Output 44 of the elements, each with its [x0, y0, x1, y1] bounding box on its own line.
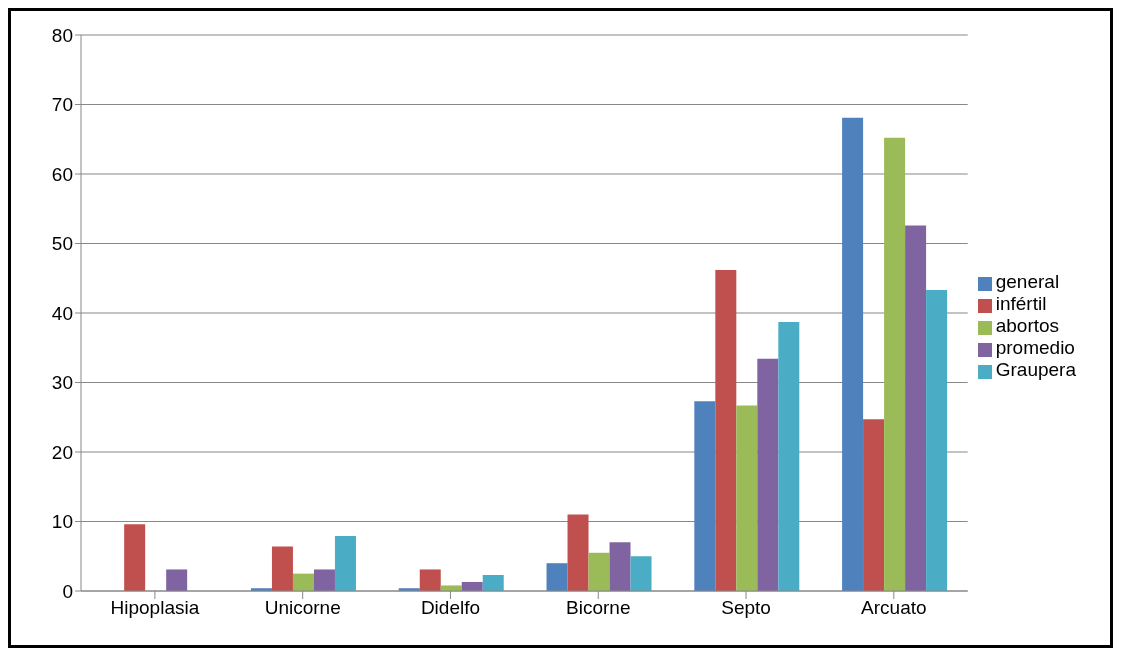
bar: [757, 358, 779, 591]
bar: [419, 569, 441, 591]
bar: [905, 225, 927, 591]
bar: [292, 573, 314, 591]
x-tick-label: Septo: [721, 597, 771, 619]
x-tick-label: Arcuato: [861, 597, 927, 619]
bar: [842, 117, 864, 591]
bar: [609, 542, 631, 591]
x-tick-label: Unicorne: [264, 597, 341, 619]
bar: [482, 575, 504, 591]
legend-label: Graupera: [995, 359, 1076, 380]
y-tick-label: 10: [51, 511, 73, 533]
bar: [271, 546, 293, 591]
bar: [440, 585, 462, 591]
bar: [124, 524, 146, 591]
bar: [630, 556, 652, 591]
bar: [884, 137, 906, 591]
bar: [778, 322, 800, 591]
y-tick-label: 60: [51, 163, 73, 185]
x-tick-label: Hipoplasia: [110, 597, 200, 619]
legend-label: infértil: [995, 293, 1047, 314]
x-tick-label: Didelfo: [420, 597, 481, 619]
bar: [313, 569, 335, 591]
x-tick-label: Bicorne: [566, 597, 631, 619]
bar: [926, 290, 948, 591]
legend-label: general: [995, 271, 1060, 292]
y-tick-label: 40: [51, 302, 73, 324]
bar: [334, 536, 356, 591]
bar: [736, 405, 758, 591]
bar: [715, 269, 737, 591]
y-tick-label: 80: [51, 24, 73, 46]
y-tick-label: 50: [51, 233, 73, 255]
bar: [166, 569, 188, 591]
y-tick-label: 30: [51, 372, 73, 394]
legend-label: promedio: [995, 337, 1075, 358]
bar: [863, 419, 885, 591]
bar: [546, 563, 568, 591]
legend-label: abortos: [995, 315, 1060, 336]
bar: [694, 401, 716, 591]
y-tick-label: 20: [51, 441, 73, 463]
bar: [588, 552, 610, 591]
y-tick-label: 70: [51, 94, 73, 116]
y-tick-label: 0: [62, 580, 73, 602]
bar: [567, 514, 589, 591]
